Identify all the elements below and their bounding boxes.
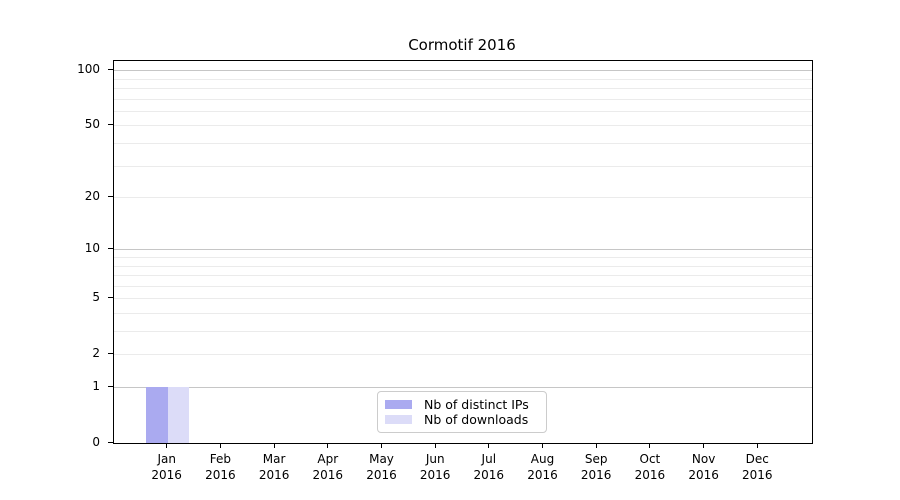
y-tick-mark: [108, 247, 113, 249]
gridline-80: [114, 87, 812, 89]
y-tick-mark: [108, 352, 113, 354]
gridline-1: [114, 387, 812, 388]
gridline-20: [114, 197, 812, 198]
y-tick-label: 1: [92, 379, 100, 393]
chart-title: Cormotif 2016: [408, 36, 516, 54]
x-tick-mark: [595, 443, 597, 448]
x-tick-label-feb: Feb 2016: [205, 452, 236, 482]
x-tick-label-may: May 2016: [366, 452, 397, 482]
x-tick-label-sep: Sep 2016: [580, 452, 612, 482]
x-tick-mark: [166, 443, 168, 448]
y-tick-label: 0: [92, 435, 100, 449]
y-tick-mark: [108, 123, 113, 125]
legend: Nb of distinct IPs Nb of downloads: [377, 391, 547, 433]
gridline-6: [114, 285, 812, 287]
gridline-90: [114, 78, 812, 80]
x-tick-mark: [703, 443, 705, 448]
x-tick-mark: [381, 443, 382, 448]
gridline-30: [114, 165, 812, 167]
gridline-9: [114, 256, 812, 258]
y-tick-label: 2: [92, 346, 100, 361]
x-tick-label-jan: Jan 2016: [151, 452, 182, 482]
y-tick-mark: [108, 68, 113, 70]
legend-swatch-downloads: [385, 415, 412, 424]
gridline-3: [114, 331, 812, 332]
x-tick-mark: [327, 443, 329, 448]
x-tick-mark: [542, 443, 543, 448]
gridline-10: [114, 249, 812, 251]
x-tick-mark: [219, 443, 221, 448]
x-tick-label-dec: Dec 2016: [742, 452, 773, 482]
x-tick-label-aug: Aug 2016: [527, 452, 558, 482]
plot-area: [113, 60, 813, 444]
x-tick-mark: [488, 443, 490, 448]
y-tick-mark: [108, 385, 113, 387]
bar-nb-of-downloads: [167, 387, 190, 443]
x-tick-label-oct: Oct 2016: [634, 452, 666, 482]
gridline-50: [114, 125, 812, 127]
gridline-5: [114, 298, 812, 300]
x-tick-label-apr: Apr 2016: [312, 452, 344, 482]
gridline-60: [114, 110, 812, 112]
y-tick-label: 10: [84, 241, 100, 256]
y-tick-mark: [108, 195, 113, 197]
x-tick-mark: [273, 443, 275, 448]
legend-item-downloads: Nb of downloads: [385, 412, 538, 427]
y-tick-label: 5: [92, 290, 100, 305]
x-tick-label-nov: Nov 2016: [688, 452, 719, 482]
y-tick-label: 20: [84, 189, 100, 203]
gridline-40: [114, 142, 812, 144]
y-tick-label: 100: [77, 62, 100, 77]
legend-label-distinct-ips: Nb of distinct IPs: [424, 397, 529, 412]
legend-item-distinct-ips: Nb of distinct IPs: [385, 397, 538, 412]
x-tick-mark: [434, 443, 436, 448]
x-tick-label-mar: Mar 2016: [258, 452, 290, 482]
x-tick-mark: [649, 443, 651, 448]
gridline-8: [114, 265, 812, 267]
x-tick-label-jul: Jul 2016: [473, 452, 505, 482]
legend-swatch-distinct-ips: [385, 400, 412, 409]
gridline-7: [114, 275, 812, 276]
gridline-100: [114, 70, 812, 72]
legend-label-downloads: Nb of downloads: [424, 412, 529, 427]
gridline-2: [114, 354, 812, 356]
gridline-4: [114, 312, 812, 314]
bar-nb-of-distinct-ips: [146, 387, 168, 443]
y-tick-label: 50: [84, 117, 100, 132]
x-tick-label-jun: Jun 2016: [419, 452, 451, 482]
y-tick-mark: [108, 441, 113, 443]
gridline-70: [114, 98, 812, 100]
x-tick-mark: [756, 443, 758, 448]
y-tick-mark: [108, 296, 113, 298]
